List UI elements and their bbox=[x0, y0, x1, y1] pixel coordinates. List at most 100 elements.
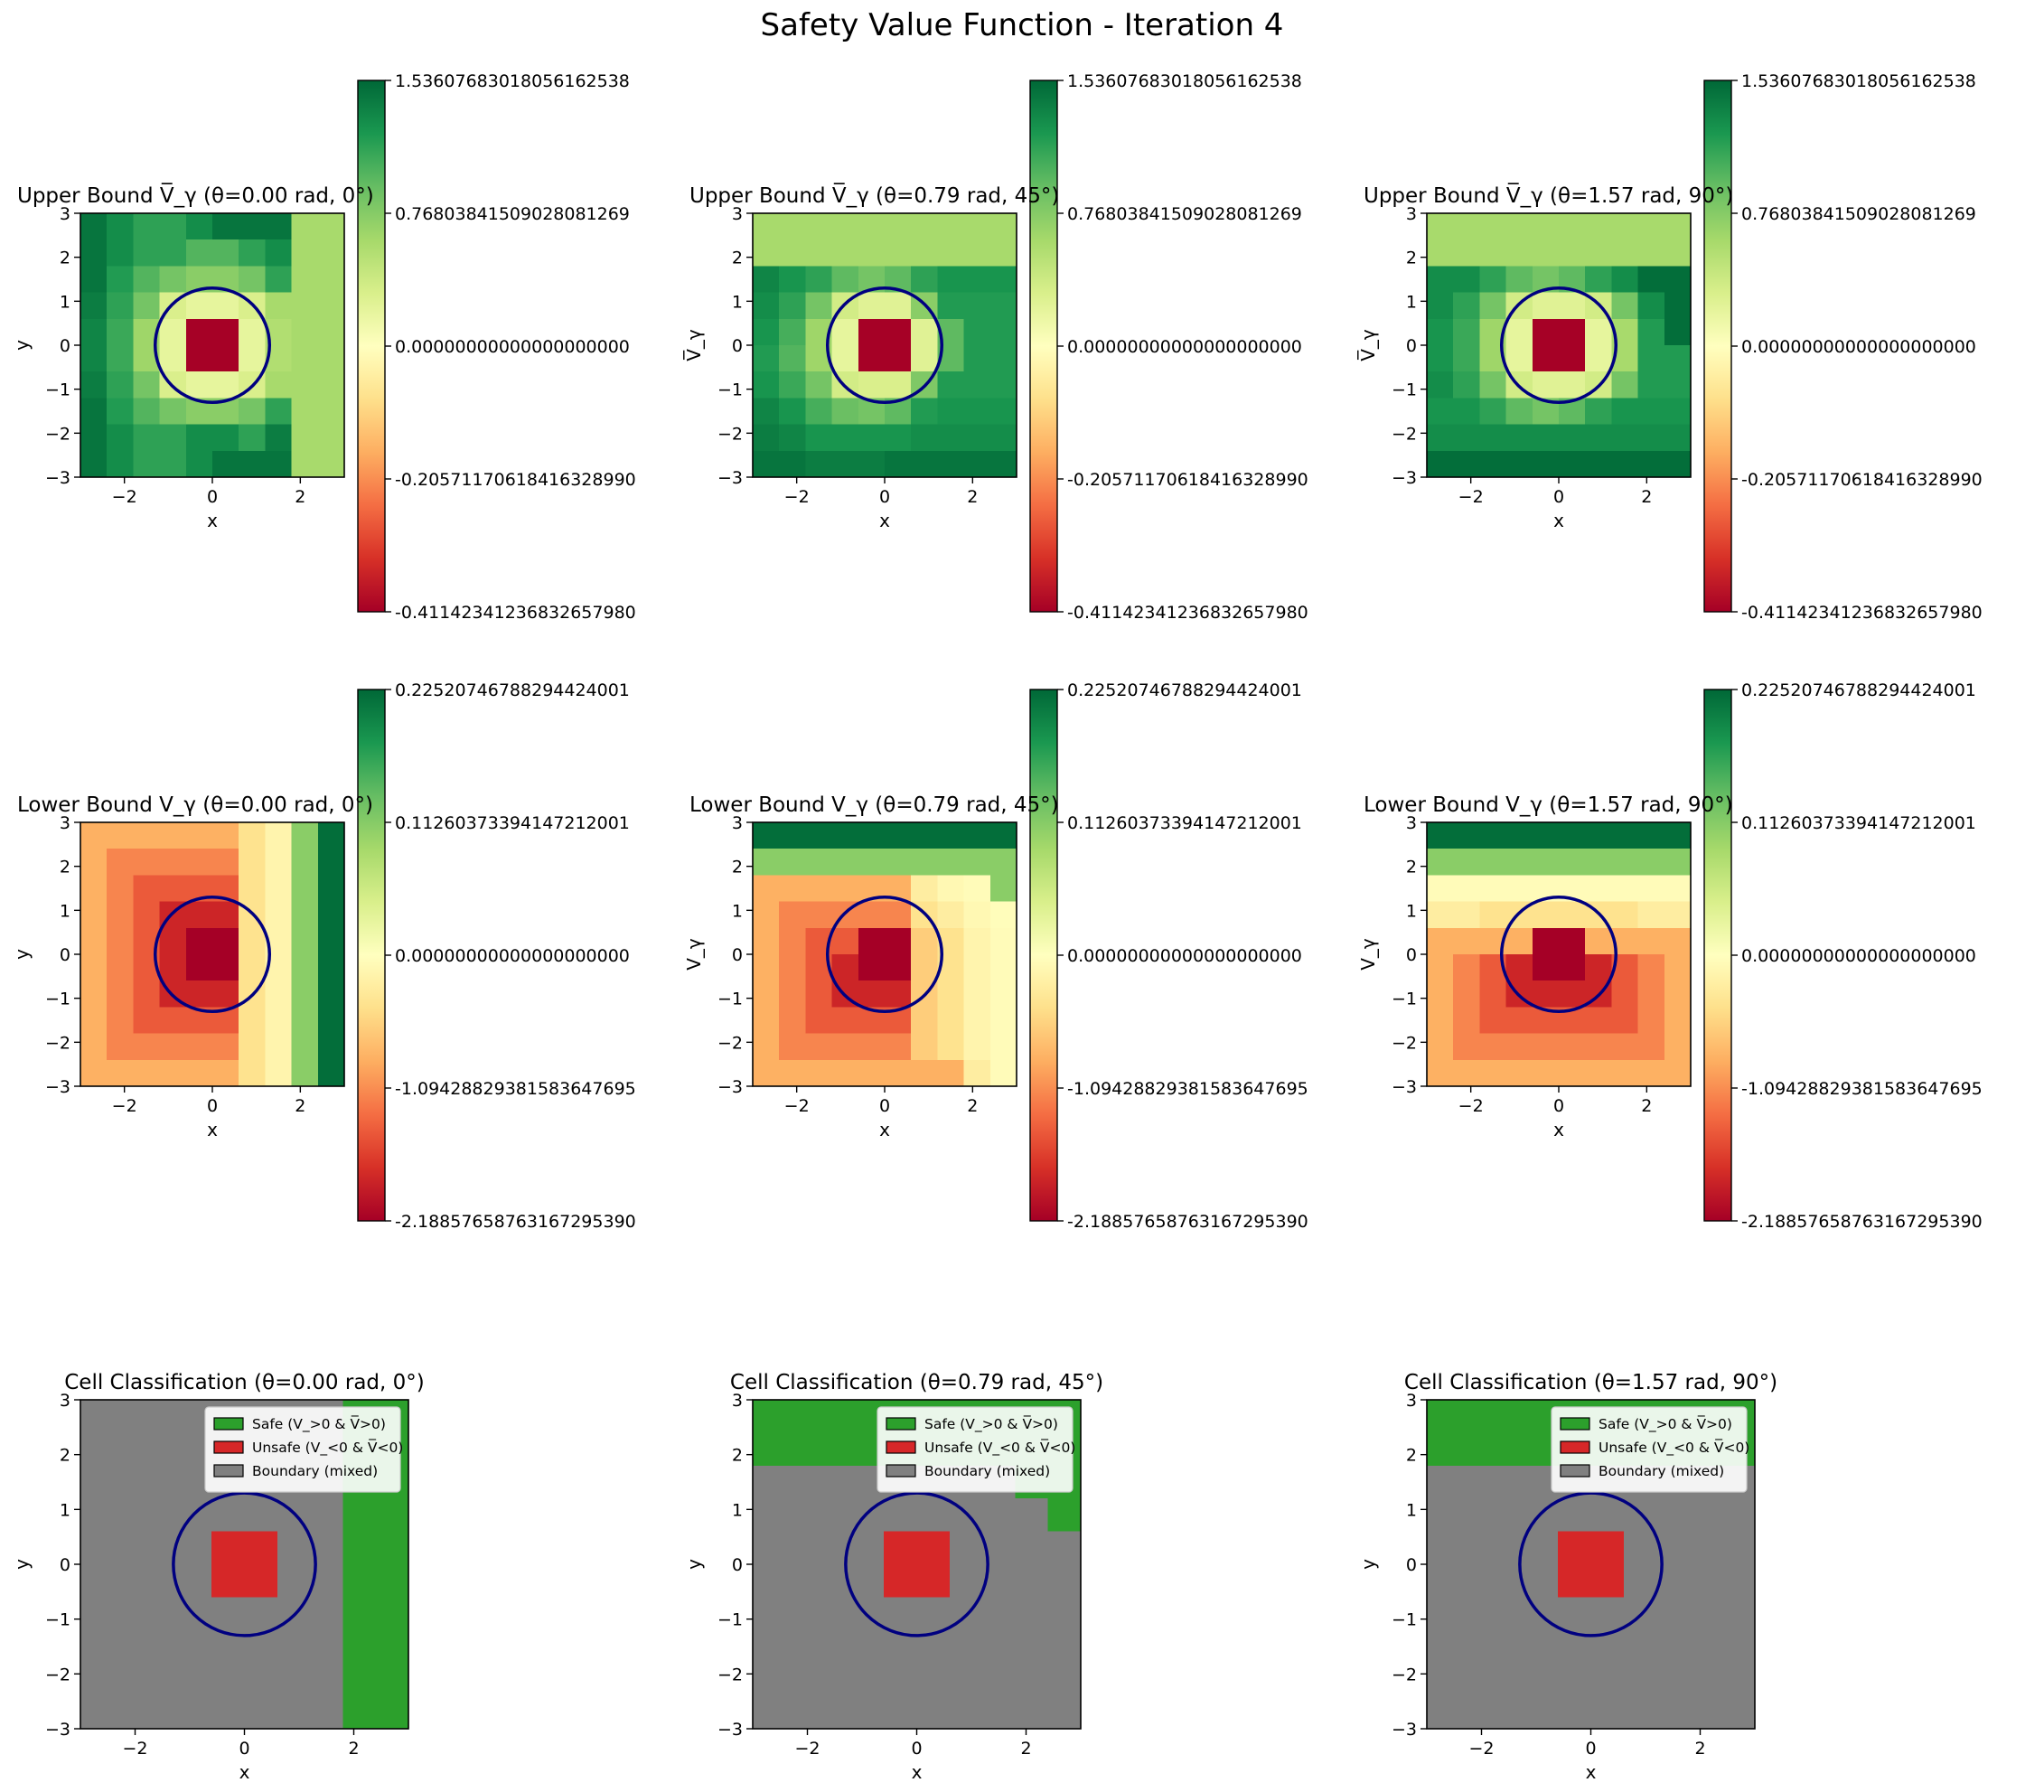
heatmap-cell bbox=[1459, 1597, 1494, 1631]
heatmap-cell bbox=[265, 849, 293, 876]
heatmap-cell bbox=[265, 371, 293, 399]
colorbar-tick-label: 0.00000000000000000000 bbox=[395, 946, 630, 966]
heatmap-cell bbox=[291, 1007, 319, 1035]
heatmap-cell bbox=[779, 927, 806, 955]
colorbar-tick-label: 0.76803841509028081269 bbox=[1067, 204, 1302, 224]
heatmap-cell bbox=[785, 1564, 820, 1598]
y-tick-label: −2 bbox=[717, 424, 743, 444]
heatmap-cell bbox=[850, 1564, 885, 1598]
heatmap-cell bbox=[1453, 424, 1480, 452]
heatmap-cell bbox=[212, 954, 239, 981]
heatmap-cell bbox=[1623, 1564, 1657, 1598]
heatmap-cell bbox=[753, 822, 780, 849]
x-tick-label: 0 bbox=[1553, 487, 1564, 507]
subplot-r1-c0: −2 0 2 −3 −2 −1 0 1 2 3 x y 0.22520746788294424001 0.… bbox=[11, 680, 636, 1232]
heatmap-cell bbox=[937, 875, 965, 903]
heatmap-cell bbox=[1637, 318, 1665, 346]
heatmap-cell bbox=[779, 450, 806, 478]
heatmap-cell bbox=[1459, 1629, 1494, 1664]
heatmap-cell bbox=[911, 345, 938, 372]
heatmap-cell bbox=[1427, 1432, 1460, 1467]
heatmap-cell bbox=[317, 318, 345, 346]
heatmap-cell bbox=[1721, 1629, 1756, 1664]
x-tick-label: 2 bbox=[295, 1096, 305, 1116]
heatmap-cell bbox=[375, 1695, 409, 1730]
heatmap-cell bbox=[310, 1597, 343, 1631]
y-tick-label: 1 bbox=[60, 292, 70, 312]
y-tick-label: 3 bbox=[1406, 1391, 1417, 1411]
heatmap-cell bbox=[310, 1695, 343, 1730]
heatmap-cell bbox=[858, 239, 886, 267]
heatmap-cell bbox=[265, 822, 293, 849]
heatmap-cell bbox=[989, 901, 1017, 929]
heatmap-cell bbox=[277, 1629, 311, 1664]
heatmap-cell bbox=[989, 266, 1017, 294]
heatmap-cell bbox=[317, 875, 345, 903]
heatmap-cell bbox=[317, 822, 345, 849]
heatmap-cell bbox=[212, 849, 239, 876]
heatmap-cell bbox=[831, 398, 859, 426]
heatmap-cell bbox=[1453, 318, 1480, 346]
heatmap-cell bbox=[963, 1007, 991, 1035]
obstacle-circle bbox=[825, 286, 944, 405]
heatmap-cell bbox=[1427, 213, 1454, 240]
heatmap-cell bbox=[1427, 1465, 1460, 1499]
legend-label-unsafe: Unsafe (V_<0 & V̅<0) bbox=[1599, 1439, 1749, 1457]
heatmap-cell bbox=[317, 266, 345, 294]
heatmap-cell bbox=[1524, 1564, 1559, 1598]
legend-box bbox=[877, 1406, 1074, 1493]
heatmap-cell bbox=[911, 849, 938, 876]
heatmap-cell bbox=[805, 450, 833, 478]
heatmap-cell bbox=[818, 1498, 852, 1533]
heatmap-cell bbox=[1479, 849, 1507, 876]
heatmap-cell bbox=[1637, 849, 1665, 876]
heatmap-cell bbox=[80, 424, 108, 452]
heatmap-cell bbox=[1656, 1498, 1690, 1533]
heatmap-cell bbox=[1453, 398, 1480, 426]
heatmap-cell bbox=[1611, 450, 1639, 478]
y-tick-label: 0 bbox=[60, 945, 70, 965]
heatmap-cell bbox=[1689, 1531, 1723, 1565]
heatmap-cell bbox=[1427, 266, 1454, 294]
heatmap-cell bbox=[107, 398, 134, 426]
heatmap-cell bbox=[1656, 1695, 1690, 1730]
heatmap-cell bbox=[1664, 849, 1692, 876]
heatmap-cell bbox=[375, 1597, 409, 1631]
heatmap-cell bbox=[1559, 1033, 1586, 1061]
heatmap-cell bbox=[937, 239, 965, 267]
y-tick-label: 0 bbox=[732, 336, 743, 356]
heatmap-cell bbox=[1532, 980, 1560, 1008]
y-axis-label: y bbox=[11, 949, 33, 960]
colorbar bbox=[1029, 689, 1058, 1222]
heatmap-cell bbox=[107, 849, 134, 876]
heatmap-cell bbox=[212, 901, 239, 929]
y-tick-label: −2 bbox=[1392, 1665, 1417, 1684]
heatmap-cell bbox=[937, 1007, 965, 1035]
y-axis-label: V_γ bbox=[1357, 938, 1379, 971]
heatmap-cell bbox=[785, 1695, 820, 1730]
heatmap-cell bbox=[1664, 1033, 1692, 1061]
legend-label-boundary: Boundary (mixed) bbox=[1599, 1463, 1724, 1479]
heatmap-cell bbox=[145, 1597, 180, 1631]
heatmap-cell bbox=[911, 954, 938, 981]
legend-swatch-safe bbox=[886, 1417, 916, 1431]
legend-swatch-boundary bbox=[886, 1464, 916, 1478]
heatmap-cell bbox=[265, 213, 293, 240]
heatmap-cell bbox=[1524, 1531, 1559, 1565]
heatmap-cell bbox=[1427, 875, 1454, 903]
heatmap-cell bbox=[1459, 1432, 1494, 1467]
heatmap-cell bbox=[1623, 1531, 1657, 1565]
heatmap-cell bbox=[963, 849, 991, 876]
heatmap-cell bbox=[858, 371, 886, 399]
y-tick-label: 3 bbox=[732, 204, 743, 224]
heatmap-cell bbox=[1479, 292, 1507, 320]
heatmap-cell bbox=[1559, 424, 1586, 452]
heatmap-cell bbox=[212, 980, 239, 1008]
heatmap-cell bbox=[133, 213, 161, 240]
heatmap-cell bbox=[779, 1033, 806, 1061]
heatmap-cell bbox=[239, 849, 266, 876]
heatmap-cell bbox=[1585, 398, 1612, 426]
heatmap-cell bbox=[989, 849, 1017, 876]
y-axis-label: y bbox=[11, 340, 33, 351]
heatmap-cell bbox=[239, 822, 266, 849]
